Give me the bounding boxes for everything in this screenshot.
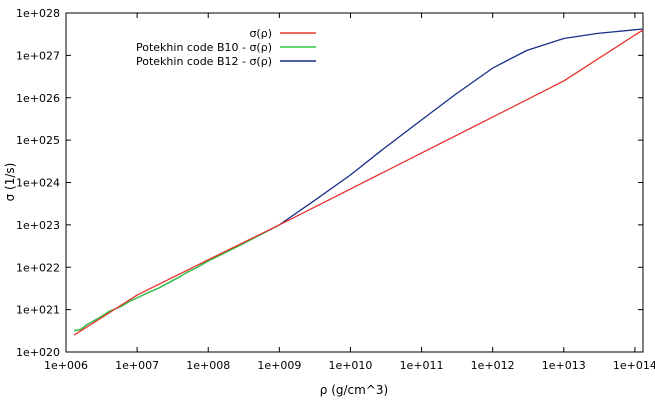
y-tick-label: 1e+025 [16,134,60,147]
x-axis-title: ρ (g/cm^3) [320,383,388,397]
legend-label: Potekhin code B12 - σ(ρ) [136,55,272,68]
x-tick-label: 1e+006 [44,359,88,372]
x-axis: 1e+006 1e+007 1e+008 1e+009 1e+010 1e+011 1e+0… [44,13,655,372]
y-axis: 1e+020 1e+021 1e+022 1e+023 1e+024 1e+025 1e+0… [16,7,643,359]
y-tick-label: 1e+026 [16,92,60,105]
y-tick-label: 1e+021 [16,304,60,317]
series-line-0 [73,29,644,336]
x-tick-label: 1e+008 [186,359,230,372]
y-axis-title: σ (1/s) [3,163,17,202]
legend-label: σ(ρ) [249,27,272,40]
y-tick-label: 1e+024 [16,177,60,190]
y-tick-label: 1e+027 [16,49,60,62]
series-lines [73,28,644,336]
x-tick-label: 1e+010 [328,359,372,372]
y-tick-label: 1e+023 [16,219,60,232]
x-tick-label: 1e+011 [400,359,444,372]
y-tick-label: 1e+022 [16,261,60,274]
y-tick-label: 1e+028 [16,7,60,20]
x-tick-label: 1e+014 [613,359,655,372]
legend-label: Potekhin code B10 - σ(ρ) [136,41,272,54]
x-tick-label: 1e+009 [257,359,301,372]
series-line-2 [73,28,644,332]
x-tick-label: 1e+013 [542,359,586,372]
series-line-1 [73,224,280,332]
y-tick-label: 1e+020 [16,346,60,359]
x-tick-label: 1e+007 [115,359,159,372]
x-tick-label: 1e+012 [471,359,515,372]
legend: σ(ρ)Potekhin code B10 - σ(ρ)Potekhin cod… [136,27,316,68]
